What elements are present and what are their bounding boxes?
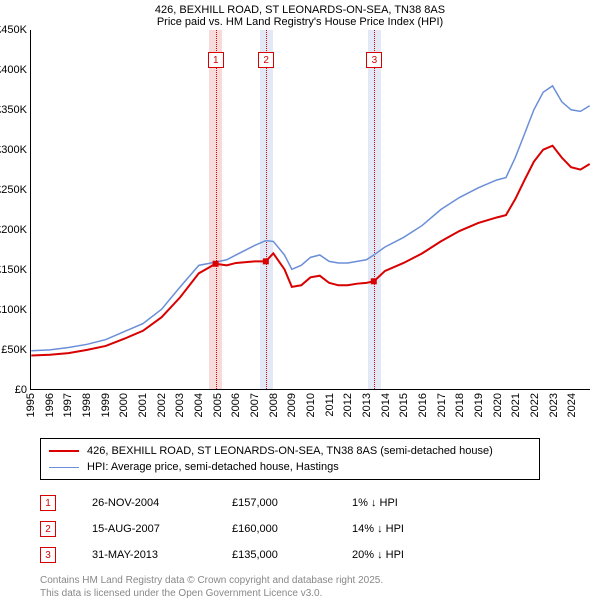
x-tick-label: 2014 <box>380 393 392 417</box>
x-tick-label: 1996 <box>44 393 56 417</box>
chart-title: 426, BEXHILL ROAD, ST LEONARDS-ON-SEA, T… <box>0 0 600 30</box>
transaction-marker: 2 <box>40 521 56 537</box>
x-tick-label: 2010 <box>305 393 317 417</box>
price-chart: £0£50K£100K£150K£200K£250K£300K£350K£400… <box>30 30 590 390</box>
y-tick-label: £50K <box>1 344 27 356</box>
legend-swatch <box>49 467 79 468</box>
legend-row: 426, BEXHILL ROAD, ST LEONARDS-ON-SEA, T… <box>49 443 531 459</box>
x-tick-label: 2011 <box>324 393 336 417</box>
title-line-2: Price paid vs. HM Land Registry's House … <box>0 16 600 28</box>
y-tick-label: £400K <box>0 64 27 76</box>
y-tick-label: £300K <box>0 144 27 156</box>
event-marker: 1 <box>208 52 224 68</box>
transactions-table: 1 26-NOV-2004£157,0001% ↓ HPI 2 15-AUG-2007… <box>40 490 560 568</box>
x-tick-label: 2018 <box>454 393 466 417</box>
legend-row: HPI: Average price, semi-detached house,… <box>49 459 531 475</box>
transaction-price: £160,000 <box>232 523 352 535</box>
series-hpi <box>31 86 589 351</box>
x-tick-label: 2016 <box>417 393 429 417</box>
transaction-diff: 20% ↓ HPI <box>352 549 452 561</box>
x-tick-label: 2005 <box>212 393 224 417</box>
legend-label: HPI: Average price, semi-detached house,… <box>87 461 339 473</box>
y-tick-label: £100K <box>0 304 27 316</box>
y-tick-label: £250K <box>0 184 27 196</box>
x-tick-label: 2004 <box>193 393 205 417</box>
transaction-row: 3 31-MAY-2013£135,00020% ↓ HPI <box>40 542 560 568</box>
legend: 426, BEXHILL ROAD, ST LEONARDS-ON-SEA, T… <box>40 438 540 480</box>
x-tick-label: 2023 <box>548 393 560 417</box>
footer-attribution: Contains HM Land Registry data © Crown c… <box>40 574 600 600</box>
plot-svg <box>31 30 590 389</box>
x-tick-label: 1999 <box>100 393 112 417</box>
transaction-marker: 3 <box>40 547 56 563</box>
x-tick-label: 2008 <box>268 393 280 417</box>
transaction-marker: 1 <box>40 495 56 511</box>
title-line-1: 426, BEXHILL ROAD, ST LEONARDS-ON-SEA, T… <box>0 4 600 16</box>
x-tick-label: 2013 <box>361 393 373 417</box>
transaction-diff: 1% ↓ HPI <box>352 497 452 509</box>
transaction-date: 15-AUG-2007 <box>92 523 232 535</box>
transaction-price: £135,000 <box>232 549 352 561</box>
legend-label: 426, BEXHILL ROAD, ST LEONARDS-ON-SEA, T… <box>87 445 493 457</box>
x-tick-label: 2000 <box>118 393 130 417</box>
x-tick-label: 2024 <box>566 393 578 417</box>
y-tick-label: £450K <box>0 24 27 36</box>
event-marker: 2 <box>258 52 274 68</box>
y-tick-label: £150K <box>0 264 27 276</box>
x-tick-label: 2019 <box>473 393 485 417</box>
x-tick-label: 2017 <box>436 393 448 417</box>
y-tick-label: £200K <box>0 224 27 236</box>
sale-marker <box>213 261 219 267</box>
x-tick-label: 2021 <box>510 393 522 417</box>
x-tick-label: 2012 <box>342 393 354 417</box>
x-tick-label: 2020 <box>492 393 504 417</box>
y-tick-label: £350K <box>0 104 27 116</box>
x-tick-label: 1995 <box>25 393 37 417</box>
sale-marker <box>371 278 377 284</box>
x-tick-label: 2006 <box>230 393 242 417</box>
footer-line-2: This data is licensed under the Open Gov… <box>40 587 600 600</box>
transaction-row: 1 26-NOV-2004£157,0001% ↓ HPI <box>40 490 560 516</box>
footer-line-1: Contains HM Land Registry data © Crown c… <box>40 574 600 587</box>
transaction-date: 26-NOV-2004 <box>92 497 232 509</box>
transaction-price: £157,000 <box>232 497 352 509</box>
event-marker: 3 <box>366 52 382 68</box>
legend-swatch <box>49 450 79 452</box>
x-tick-label: 2001 <box>137 393 149 417</box>
x-tick-label: 1997 <box>62 393 74 417</box>
transaction-diff: 14% ↓ HPI <box>352 523 452 535</box>
x-tick-label: 2015 <box>398 393 410 417</box>
x-tick-label: 2003 <box>174 393 186 417</box>
x-tick-label: 2009 <box>286 393 298 417</box>
x-tick-label: 1998 <box>81 393 93 417</box>
x-tick-label: 2022 <box>529 393 541 417</box>
sale-marker <box>263 258 269 264</box>
transaction-row: 2 15-AUG-2007£160,00014% ↓ HPI <box>40 516 560 542</box>
x-tick-label: 2007 <box>249 393 261 417</box>
x-tick-label: 2002 <box>156 393 168 417</box>
transaction-date: 31-MAY-2013 <box>92 549 232 561</box>
